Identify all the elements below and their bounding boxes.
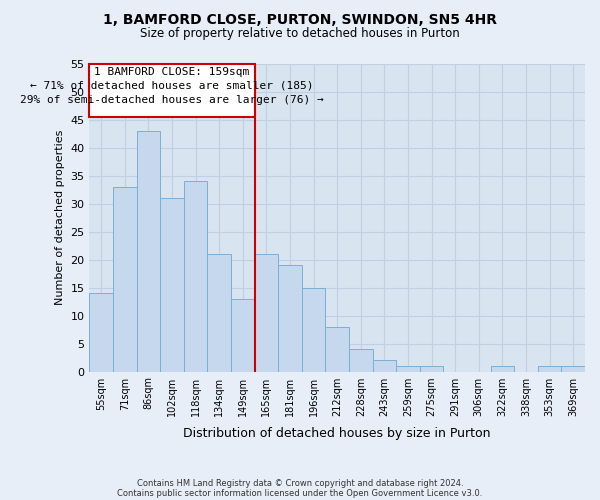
Text: Contains HM Land Registry data © Crown copyright and database right 2024.: Contains HM Land Registry data © Crown c… xyxy=(137,478,463,488)
Bar xyxy=(184,182,208,372)
Bar xyxy=(420,366,443,372)
Bar xyxy=(160,198,184,372)
Y-axis label: Number of detached properties: Number of detached properties xyxy=(55,130,65,306)
Bar xyxy=(349,349,373,372)
Text: ← 71% of detached houses are smaller (185): ← 71% of detached houses are smaller (18… xyxy=(30,81,314,91)
Bar xyxy=(208,254,231,372)
Bar xyxy=(562,366,585,372)
Bar xyxy=(538,366,562,372)
Text: 29% of semi-detached houses are larger (76) →: 29% of semi-detached houses are larger (… xyxy=(20,95,324,105)
Bar xyxy=(373,360,396,372)
Bar xyxy=(231,299,254,372)
Text: 1 BAMFORD CLOSE: 159sqm: 1 BAMFORD CLOSE: 159sqm xyxy=(94,67,250,77)
Text: 1, BAMFORD CLOSE, PURTON, SWINDON, SN5 4HR: 1, BAMFORD CLOSE, PURTON, SWINDON, SN5 4… xyxy=(103,12,497,26)
Bar xyxy=(491,366,514,372)
Bar xyxy=(396,366,420,372)
Bar xyxy=(302,288,325,372)
Bar xyxy=(278,266,302,372)
Bar xyxy=(113,187,137,372)
X-axis label: Distribution of detached houses by size in Purton: Distribution of detached houses by size … xyxy=(184,427,491,440)
Bar xyxy=(325,327,349,372)
Text: Contains public sector information licensed under the Open Government Licence v3: Contains public sector information licen… xyxy=(118,488,482,498)
Bar xyxy=(137,131,160,372)
FancyBboxPatch shape xyxy=(89,64,254,117)
Text: Size of property relative to detached houses in Purton: Size of property relative to detached ho… xyxy=(140,28,460,40)
Bar xyxy=(89,293,113,372)
Bar xyxy=(254,254,278,372)
